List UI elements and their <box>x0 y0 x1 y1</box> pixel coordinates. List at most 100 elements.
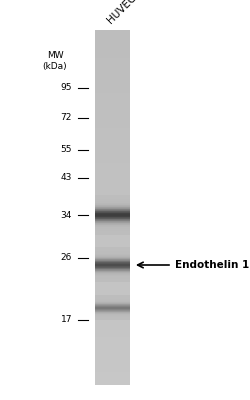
Bar <box>94 370 130 371</box>
Bar <box>94 252 130 253</box>
Bar <box>94 290 130 291</box>
Bar <box>94 316 130 317</box>
Bar <box>94 243 130 244</box>
Bar <box>94 47 130 48</box>
Bar <box>94 280 130 281</box>
Bar <box>94 198 130 199</box>
Bar <box>94 59 130 60</box>
Bar <box>94 103 130 104</box>
Bar <box>94 226 130 227</box>
Bar <box>94 253 130 254</box>
Bar <box>94 49 130 50</box>
Bar <box>94 171 130 172</box>
Bar <box>94 228 130 229</box>
Bar <box>94 247 130 248</box>
Bar <box>94 41 130 42</box>
Bar <box>94 38 130 39</box>
Bar <box>94 136 130 137</box>
Bar <box>94 245 130 246</box>
Bar <box>94 301 130 302</box>
Bar <box>94 383 130 384</box>
Bar <box>94 169 130 170</box>
Bar <box>94 299 130 300</box>
Bar <box>94 151 130 152</box>
Bar <box>94 266 130 267</box>
Bar <box>94 299 130 300</box>
Bar <box>94 211 130 212</box>
Bar <box>94 122 130 123</box>
Bar <box>94 55 130 56</box>
Bar <box>94 263 130 264</box>
Bar <box>94 294 130 295</box>
Bar <box>94 98 130 99</box>
Bar <box>94 76 130 77</box>
Bar <box>94 309 130 310</box>
Bar <box>94 347 130 348</box>
Bar <box>94 173 130 174</box>
Bar <box>94 300 130 301</box>
Bar <box>94 54 130 55</box>
Bar <box>94 163 130 164</box>
Bar <box>94 203 130 204</box>
Bar <box>94 270 130 271</box>
Bar <box>94 30 130 385</box>
Bar <box>94 86 130 87</box>
Bar <box>94 216 130 217</box>
Bar <box>94 323 130 324</box>
Bar <box>94 327 130 328</box>
Bar <box>94 209 130 210</box>
Bar <box>94 295 130 296</box>
Bar <box>94 258 130 259</box>
Bar <box>94 148 130 149</box>
Bar <box>94 69 130 70</box>
Bar <box>94 100 130 101</box>
Bar <box>94 261 130 262</box>
Bar <box>94 184 130 185</box>
Text: Endothelin 1: Endothelin 1 <box>174 260 248 270</box>
Bar <box>94 272 130 273</box>
Bar <box>94 80 130 81</box>
Bar <box>94 106 130 107</box>
Bar <box>94 215 130 216</box>
Bar <box>94 337 130 338</box>
Bar <box>94 108 130 109</box>
Text: HUVEC: HUVEC <box>105 0 138 25</box>
Bar <box>94 208 130 209</box>
Bar <box>94 313 130 314</box>
Bar <box>94 317 130 318</box>
Bar <box>94 213 130 214</box>
Bar <box>94 68 130 69</box>
Bar <box>94 257 130 258</box>
Bar <box>94 247 130 248</box>
Bar <box>94 209 130 210</box>
Bar <box>94 182 130 183</box>
Bar <box>94 78 130 79</box>
Bar <box>94 110 130 111</box>
Bar <box>94 255 130 256</box>
Bar <box>94 82 130 83</box>
Bar <box>94 309 130 310</box>
Bar <box>94 174 130 175</box>
Bar <box>94 269 130 270</box>
Bar <box>94 195 130 196</box>
Bar <box>94 248 130 249</box>
Bar <box>94 147 130 148</box>
Bar <box>94 31 130 32</box>
Bar <box>94 204 130 205</box>
Bar <box>94 145 130 146</box>
Bar <box>94 96 130 97</box>
Bar <box>94 74 130 75</box>
Bar <box>94 369 130 370</box>
Bar <box>94 227 130 228</box>
Bar <box>94 46 130 47</box>
Bar <box>94 218 130 219</box>
Bar <box>94 61 130 62</box>
Bar <box>94 340 130 341</box>
Bar <box>94 102 130 103</box>
Bar <box>94 322 130 323</box>
Bar <box>94 274 130 275</box>
Bar <box>94 264 130 265</box>
Bar <box>94 360 130 361</box>
Bar <box>94 114 130 115</box>
Bar <box>94 306 130 307</box>
